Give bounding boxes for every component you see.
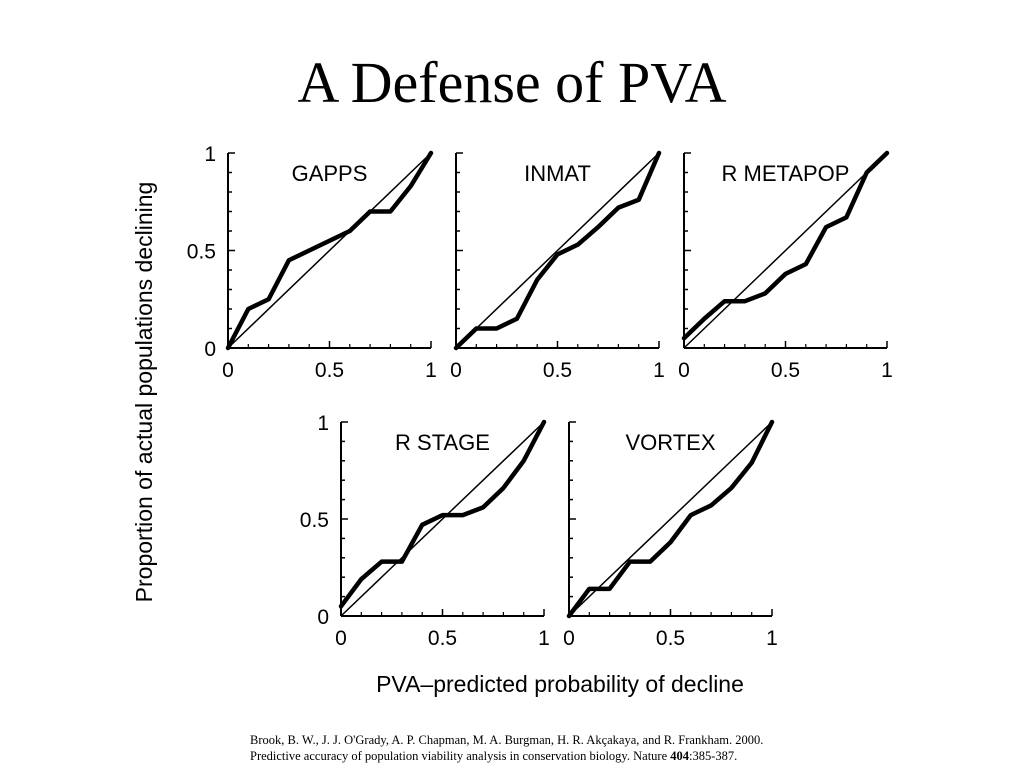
series-line [453, 150, 662, 351]
x-tick-label: 0.5 [543, 359, 572, 382]
panel-title: R STAGE [395, 430, 490, 455]
reference-line [340, 421, 545, 617]
x-tick-label: 0 [222, 359, 234, 382]
series-line [338, 419, 547, 609]
x-axis-label: PVA–predicted probability of decline [376, 671, 744, 697]
citation-volume: 404 [670, 749, 690, 763]
citation-line-2: Predictive accuracy of population viabil… [250, 748, 1010, 764]
panel-title: R METAPOP [722, 161, 850, 186]
x-tick-label: 0 [335, 627, 347, 650]
x-tick-label: 0.5 [315, 359, 344, 382]
citation-text: Predictive accuracy of population viabil… [250, 749, 671, 763]
y-tick-label: 1 [204, 143, 216, 166]
y-tick-label: 1 [317, 412, 329, 435]
x-tick-label: 1 [425, 359, 437, 382]
x-tick-label: 0.5 [428, 627, 457, 650]
y-tick-label: 0 [204, 338, 216, 361]
panel-title: VORTEX [625, 430, 715, 455]
x-tick-label: 0 [563, 627, 575, 650]
panel-title: GAPPS [292, 161, 368, 186]
x-tick-label: 0.5 [656, 627, 685, 650]
panel-r-metapop: 0 0.5 1 R METAPOP [678, 150, 893, 382]
x-tick-label: 1 [766, 627, 778, 650]
y-tick-label: 0.5 [187, 241, 216, 264]
reference-line [683, 152, 888, 349]
panel-title: INMAT [524, 161, 591, 186]
reference-line [455, 152, 660, 349]
citation-pages: :385-387. [689, 749, 738, 763]
x-tick-label: 1 [653, 359, 665, 382]
y-tick-label: 0 [317, 606, 329, 629]
series-line [566, 419, 775, 619]
x-tick-label: 1 [538, 627, 550, 650]
series-line [225, 150, 434, 351]
reference-line [568, 421, 773, 617]
y-tick-label: 0.5 [300, 509, 329, 532]
panel-gapps: 0 0.5 1 0 0.5 1 GAPPS [187, 143, 437, 382]
panel-r-stage: 0 0.5 1 0 0.5 1 R STAGE [300, 412, 550, 650]
x-tick-label: 0 [678, 359, 690, 382]
x-tick-label: 0 [450, 359, 462, 382]
panel-inmat: 0 0.5 1 INMAT [450, 150, 665, 382]
x-tick-label: 0.5 [771, 359, 800, 382]
panel-vortex: 0 0.5 1 VORTEX [563, 419, 778, 650]
y-axis-label: Proportion of actual populations declini… [131, 182, 157, 603]
series-line [681, 150, 890, 341]
reference-line [227, 152, 432, 349]
x-tick-label: 1 [881, 359, 893, 382]
slide-title: A Defense of PVA [297, 50, 727, 115]
citation-line-1: Brook, B. W., J. J. O'Grady, A. P. Chapm… [250, 733, 764, 747]
citation: Brook, B. W., J. J. O'Grady, A. P. Chapm… [250, 732, 1010, 764]
